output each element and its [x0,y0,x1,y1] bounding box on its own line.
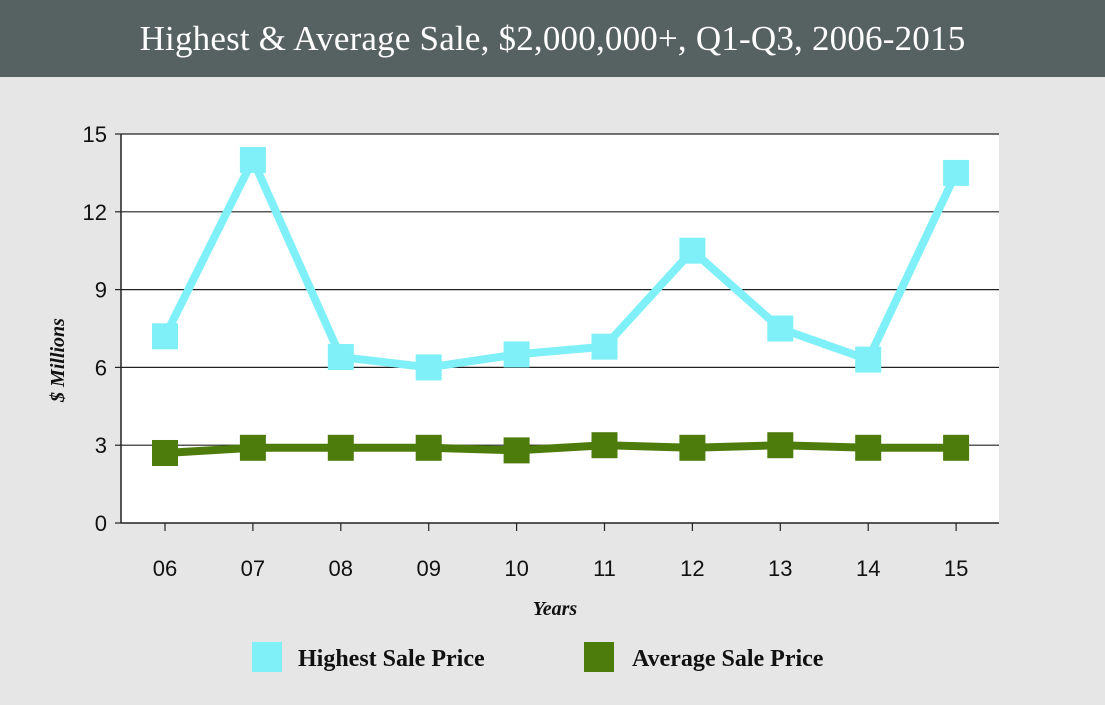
series-1-marker [152,323,178,350]
y-tick-label: 6 [95,355,107,380]
x-tick-label: 14 [856,556,880,581]
x-tick-label: 08 [329,556,353,581]
series-line-2 [164,441,957,457]
series-2-marker [943,434,970,461]
series-1-marker [503,341,530,368]
series-1-marker [327,344,354,371]
legend-label-1: Highest Sale Price [298,646,485,672]
series-1-marker [767,315,794,342]
series-1-marker [239,146,266,173]
series-1-marker [415,354,442,381]
x-tick-label: 15 [944,556,968,581]
series-1-marker [943,159,970,186]
y-axis-title: $ Millions [47,318,69,403]
y-tick-label: 0 [95,511,107,536]
legend-swatch-2 [584,642,614,672]
legend-swatch-1 [252,642,282,672]
x-tick-label: 13 [768,556,792,581]
y-tick-label: 9 [95,278,107,303]
title-bar: Highest & Average Sale, $2,000,000+, Q1-… [0,0,1105,77]
x-tick-label: 06 [153,556,177,581]
series-1-marker [679,237,706,264]
x-tick-label: 09 [416,556,440,581]
y-tick-label: 3 [95,433,107,458]
x-tick-label: 11 [593,556,616,581]
series-2-marker [415,434,442,461]
legend-label-2: Average Sale Price [632,646,824,672]
series-line-1 [161,150,960,372]
series-2-marker [679,434,706,461]
series-2-marker [591,432,618,459]
series-2-marker [239,434,266,461]
x-axis-title: Years [533,598,578,620]
series-2-marker [855,434,882,461]
series-2-marker [152,439,178,466]
plot-area [121,134,999,523]
series-2-marker [503,437,530,464]
y-tick-label: 15 [83,122,107,147]
series-2-marker [767,432,794,459]
x-tick-label: 12 [680,556,704,581]
series-2-marker [327,434,354,461]
chart-title: Highest & Average Sale, $2,000,000+, Q1-… [139,18,966,58]
series-1-marker [855,346,882,373]
x-tick-label: 07 [241,556,265,581]
x-tick-label: 10 [504,556,528,581]
series-1-marker [591,333,618,360]
y-tick-label: 12 [83,200,107,225]
